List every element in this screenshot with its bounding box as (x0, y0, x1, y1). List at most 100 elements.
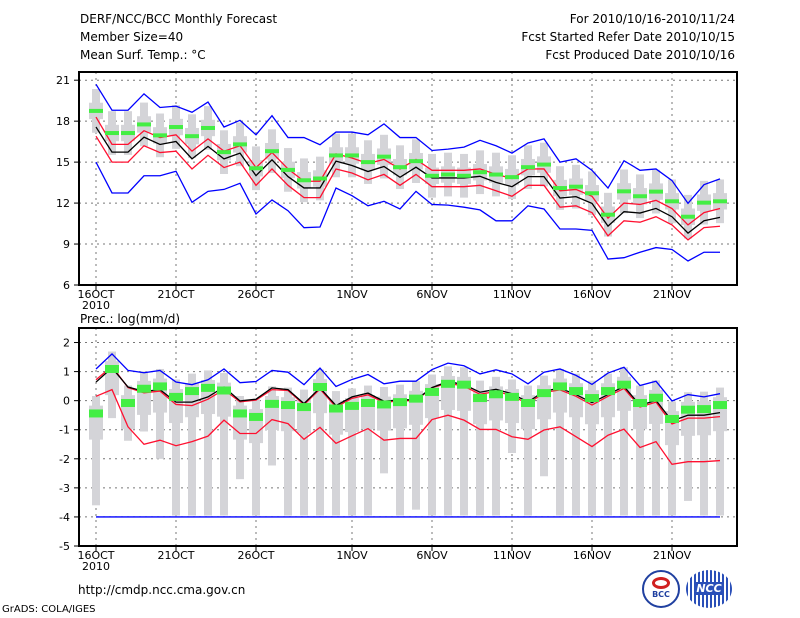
temp-obs-marker (601, 212, 615, 217)
temp-obs-marker (617, 189, 631, 194)
temp-obs-marker (505, 175, 519, 180)
temp-obs-marker (393, 165, 407, 170)
produced-date: Fcst Produced Date 2010/10/16 (545, 48, 735, 62)
precip-whisker-bar (300, 389, 308, 516)
temp-obs-marker (713, 199, 727, 204)
precip-obs-marker (393, 398, 407, 407)
temp-obs-marker (681, 214, 695, 219)
ncc-logo: NCC (686, 570, 732, 608)
precip-ytick-label: 2 (63, 337, 70, 350)
precip-ytick-label: 0 (63, 395, 70, 408)
temp-plot-frame (78, 71, 738, 286)
precip-xtick-label: 21OCT (157, 549, 194, 562)
precip-ytick-label: -3 (59, 482, 70, 495)
precip-obs-marker (489, 390, 503, 399)
precip-obs-marker (457, 380, 471, 389)
precip-ytick-label: -5 (59, 540, 70, 553)
precip-obs-marker (681, 405, 695, 414)
temp-xtick-label: 6NOV (416, 288, 448, 301)
temp-xtick-label: 26OCT (237, 288, 274, 301)
precip-whisker-bar (316, 369, 324, 516)
temp-lower-spread-line (95, 135, 721, 241)
temp-obs-marker (377, 154, 391, 159)
temp-obs-marker (553, 186, 567, 191)
precip-whisker-bar (156, 368, 164, 459)
precip-whisker-bar (92, 396, 100, 506)
temp-obs-marker (185, 134, 199, 139)
precip-xtick-label: 6NOV (416, 549, 448, 562)
precip-obs-marker (185, 387, 199, 396)
precip-whisker-bar (204, 370, 212, 516)
temp-year-label: 2010 (82, 299, 110, 312)
precip-obs-marker (329, 404, 343, 413)
forecast-period: For 2010/10/16-2010/11/24 (569, 12, 735, 26)
precip-lower-spread-line (95, 388, 721, 466)
precip-whisker-bar (252, 399, 260, 516)
temp-obs-marker (361, 160, 375, 165)
member-size: Member Size=40 (80, 30, 184, 44)
precip-whisker-bar (172, 379, 180, 516)
temp-obs-marker (233, 142, 247, 147)
precip-whisker-bar (444, 366, 452, 516)
precip-whisker-bar (524, 385, 532, 516)
precip-obs-marker (585, 394, 599, 403)
temp-xtick-label: 21OCT (157, 288, 194, 301)
precip-obs-marker (153, 382, 167, 391)
precip-whisker-bar (220, 373, 228, 516)
precip-whisker-bar (332, 391, 340, 516)
precip-obs-marker (201, 383, 215, 392)
precip-obs-marker (441, 379, 455, 388)
temp-obs-marker (665, 199, 679, 204)
temp-obs-marker (473, 170, 487, 175)
precip-ytick-label: 1 (63, 366, 70, 379)
website-url: http://cmdp.ncc.cma.gov.cn (78, 583, 246, 597)
temp-xtick-label: 1NOV (336, 288, 368, 301)
temp-obs-marker (217, 150, 231, 155)
temp-obs-marker (441, 172, 455, 177)
temp-obs-marker (425, 173, 439, 178)
chart-title: DERF/NCC/BCC Monthly Forecast (80, 12, 278, 26)
temp-obs-marker (409, 159, 423, 164)
temp-obs-marker (89, 108, 103, 113)
precip-whisker-bar (556, 368, 564, 516)
temp-ytick-label: 9 (63, 238, 70, 251)
precip-obs-marker (713, 401, 727, 410)
temp-obs-marker (489, 172, 503, 177)
precip-whisker-bar (476, 380, 484, 516)
temp-obs-marker (585, 191, 599, 196)
precip-obs-marker (569, 387, 583, 396)
temp-ytick-label: 6 (63, 279, 70, 292)
precip-xtick-label: 16NOV (573, 549, 612, 562)
precip-obs-marker (265, 399, 279, 408)
precip-whisker-bar (492, 376, 500, 516)
precip-obs-marker (281, 401, 295, 410)
temp-obs-marker (537, 162, 551, 167)
precip-whisker-bar (652, 380, 660, 516)
temp-xtick-label: 21NOV (653, 288, 692, 301)
precip-obs-marker (233, 409, 247, 418)
precip-obs-marker (521, 398, 535, 407)
precip-obs-marker (345, 401, 359, 410)
precip-obs-marker (121, 398, 135, 407)
precip-obs-marker (473, 394, 487, 403)
precip-whisker-bar (284, 387, 292, 516)
temp-obs-marker (121, 131, 135, 136)
temp-ytick-label: 12 (56, 197, 70, 210)
precip-obs-marker (409, 394, 423, 403)
temp-xtick-label: 16NOV (573, 288, 612, 301)
temp-obs-marker (649, 189, 663, 194)
precip-obs-marker (313, 383, 327, 392)
grads-credit: GrADS: COLA/IGES (2, 604, 96, 615)
precip-whisker-bar (348, 388, 356, 516)
temp-obs-marker (345, 153, 359, 158)
temp-obs-marker (521, 165, 535, 170)
precip-obs-marker (249, 412, 263, 421)
precip-obs-marker (217, 386, 231, 395)
precip-obs-marker (297, 403, 311, 412)
precip-whisker-bar (364, 385, 372, 516)
temp-obs-marker (201, 125, 215, 130)
precip-ytick-label: -1 (59, 424, 70, 437)
precip-obs-marker (601, 387, 615, 396)
precip-ytick-label: -4 (59, 511, 70, 524)
temp-upper-spread-line (95, 116, 721, 226)
